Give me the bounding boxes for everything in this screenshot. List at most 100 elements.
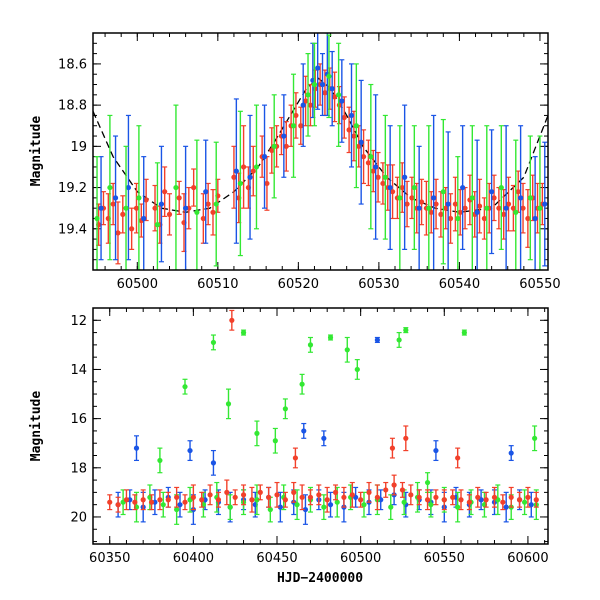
bottom-data-point-red <box>491 494 498 500</box>
top-data-point-red <box>380 180 386 187</box>
top-data-point-red <box>346 127 352 133</box>
bottom-data-points <box>107 309 539 525</box>
top-data-point-red <box>129 226 135 232</box>
bottom-data-point-green <box>240 329 247 336</box>
top-y-tick-label: 19.2 <box>58 181 87 196</box>
bottom-y-tick-label: 12 <box>70 314 87 329</box>
top-data-point-red <box>298 123 304 129</box>
bottom-data-point-red <box>240 492 247 498</box>
top-data-point-blue <box>141 215 147 222</box>
bottom-y-tick-label: 20 <box>70 510 87 525</box>
bottom-data-point-red <box>229 317 235 323</box>
bottom-data-point-green <box>327 334 334 341</box>
top-data-point-red <box>370 168 376 174</box>
top-data-point-green <box>271 143 277 149</box>
bottom-data-point-red <box>508 494 514 500</box>
top-data-point-green <box>213 201 219 207</box>
bottom-data-point-blue <box>503 504 509 510</box>
bottom-data-point-blue <box>177 502 183 508</box>
bottom-data-point-green <box>254 497 260 503</box>
top-data-point-red <box>418 199 425 205</box>
bottom-data-point-red <box>399 487 406 493</box>
top-data-point-red <box>510 205 516 211</box>
bottom-data-point-red <box>107 499 113 505</box>
bottom-data-point-red <box>389 445 396 451</box>
top-data-point-red <box>356 143 362 149</box>
bottom-data-point-green <box>334 499 340 505</box>
top-data-point-red <box>162 189 168 195</box>
top-data-point-red <box>443 205 449 211</box>
top-x-tick-label: 60540 <box>439 277 480 292</box>
bottom-data-point-red <box>224 489 230 495</box>
top-data-point-red <box>375 174 381 180</box>
top-data-point-green <box>513 209 519 215</box>
bottom-data-point-green <box>321 504 327 510</box>
bottom-data-point-green <box>461 329 467 336</box>
bottom-data-point-green <box>428 502 434 508</box>
top-data-point-red <box>457 209 463 215</box>
bottom-data-point-red <box>266 494 272 500</box>
bottom-data-point-red <box>215 497 222 503</box>
top-data-point-green <box>353 123 359 129</box>
bottom-data-point-red <box>257 489 263 495</box>
bottom-x-tick-label: 60450 <box>256 551 297 566</box>
top-data-point-red <box>341 114 347 121</box>
bottom-data-point-blue <box>187 447 193 454</box>
top-data-point-green <box>237 180 243 187</box>
top-data-point-red <box>399 184 405 191</box>
bottom-data-point-red <box>458 497 464 503</box>
bottom-data-point-red <box>483 497 489 503</box>
bottom-data-point-red <box>132 499 138 505</box>
bottom-data-point-red <box>332 489 339 495</box>
bottom-data-point-red <box>366 489 372 495</box>
bottom-data-point-red <box>115 502 121 508</box>
bottom-data-point-red <box>416 494 422 500</box>
top-data-point-red <box>322 90 328 96</box>
top-data-point-red <box>133 205 140 211</box>
bottom-data-point-green <box>174 506 180 513</box>
bottom-data-point-green <box>182 384 188 390</box>
top-data-point-red <box>452 201 458 207</box>
bottom-data-point-blue <box>374 337 380 343</box>
top-tick-labels: 60500 60510 60520 60530 60540 60550 18.6 18.8 19… <box>58 57 561 292</box>
bottom-x-tick-label: 60350 <box>89 551 130 566</box>
top-data-point-green <box>498 184 504 191</box>
top-data-point-blue <box>358 139 364 145</box>
top-data-point-blue <box>542 201 548 207</box>
bottom-data-point-red <box>292 455 299 461</box>
top-data-point-red <box>269 147 275 154</box>
top-data-point-blue <box>329 86 335 92</box>
top-data-point-blue <box>339 98 345 104</box>
top-data-point-green <box>154 222 161 228</box>
top-y-tick-label: 18.8 <box>58 99 87 114</box>
top-data-point-red <box>428 209 434 215</box>
top-data-point-green <box>455 215 461 222</box>
bottom-data-point-green <box>157 457 163 464</box>
bottom-y-tick-label: 14 <box>70 363 87 378</box>
bottom-data-point-red <box>391 482 397 488</box>
top-data-point-blue <box>445 201 451 207</box>
top-y-tick-label: 19 <box>70 140 87 155</box>
top-data-point-green <box>368 154 374 160</box>
bottom-data-point-green <box>361 502 367 508</box>
top-data-point-green <box>382 174 388 180</box>
bottom-data-point-red <box>190 494 196 500</box>
top-data-point-red <box>240 164 247 170</box>
top-data-point-red <box>409 195 415 201</box>
top-light-curve-panel: Magnitude 60500 60510 60520 60530 60540 60550… <box>29 32 561 292</box>
bottom-data-point-green <box>299 381 305 387</box>
top-data-point-green <box>440 189 446 195</box>
top-data-point-red <box>166 211 173 217</box>
top-data-point-blue <box>98 205 104 211</box>
top-data-point-green <box>290 123 297 129</box>
bottom-data-point-green <box>354 366 360 373</box>
bottom-data-point-green <box>307 342 314 348</box>
top-data-point-blue <box>183 205 189 211</box>
top-data-point-blue <box>402 174 408 180</box>
top-data-point-blue <box>474 209 480 215</box>
bottom-data-point-red <box>500 499 506 505</box>
top-data-point-blue <box>489 189 495 195</box>
top-data-point-green <box>336 92 342 98</box>
top-plot-frame <box>92 32 549 271</box>
top-data-point-red <box>481 215 487 222</box>
